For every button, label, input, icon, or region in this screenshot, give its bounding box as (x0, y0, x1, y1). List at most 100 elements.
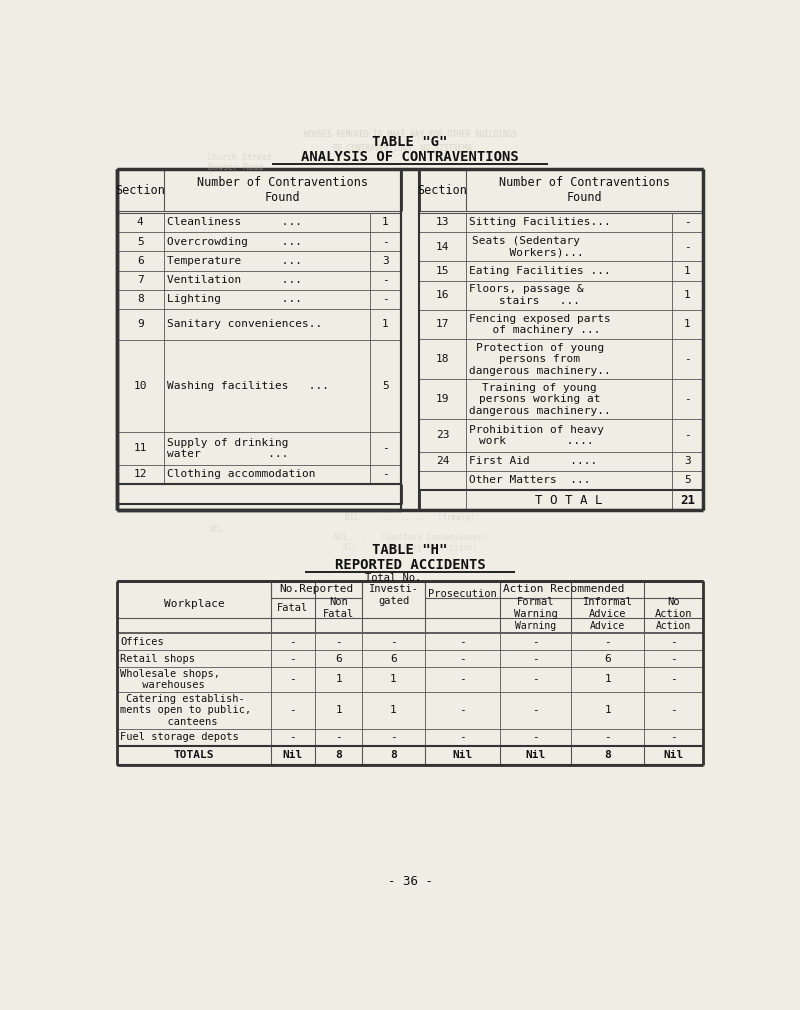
Text: 23: 23 (436, 430, 450, 440)
Text: 8: 8 (604, 750, 611, 761)
Text: Total No.
Investi-
gated: Total No. Investi- gated (366, 573, 422, 606)
Text: Action: Action (656, 620, 691, 630)
Text: -: - (459, 653, 466, 664)
Text: -: - (335, 636, 342, 646)
Text: TABLE "H": TABLE "H" (372, 543, 448, 558)
Text: TABLE "G": TABLE "G" (372, 135, 448, 149)
Text: Training of young
persons working at
dangerous machinery..: Training of young persons working at dan… (469, 383, 610, 416)
Text: 24: 24 (436, 457, 450, 467)
Text: Sanitary conveniences..: Sanitary conveniences.. (166, 319, 322, 329)
Text: -: - (390, 636, 397, 646)
Text: 13: 13 (436, 217, 450, 227)
Text: 1: 1 (382, 319, 389, 329)
Text: -: - (459, 732, 466, 742)
Text: Section: Section (115, 184, 166, 197)
Text: 12: 12 (134, 470, 147, 480)
Text: -: - (670, 675, 677, 685)
Text: -: - (459, 675, 466, 685)
Text: 6: 6 (335, 653, 342, 664)
Text: No.Reported: No.Reported (279, 585, 354, 594)
Text: 17: 17 (436, 319, 450, 329)
Text: 1: 1 (335, 705, 342, 715)
Text: Fatal: Fatal (277, 603, 309, 613)
Text: 1: 1 (604, 675, 611, 685)
Text: NIL: NIL (210, 525, 223, 534)
Text: 5: 5 (382, 381, 389, 391)
Text: -: - (670, 732, 677, 742)
Text: No
Action: No Action (655, 597, 693, 619)
Text: Eating Facilities ...: Eating Facilities ... (469, 266, 610, 276)
Text: -: - (604, 732, 611, 742)
Text: -: - (382, 470, 389, 480)
Text: 1: 1 (684, 266, 691, 276)
Text: -: - (290, 732, 296, 742)
Text: 6: 6 (137, 256, 144, 266)
Text: REPORTED ACCIDENTS: REPORTED ACCIDENTS (334, 559, 486, 573)
Text: 18: 18 (436, 355, 450, 365)
Text: Clothing accommodation: Clothing accommodation (166, 470, 315, 480)
Text: 1: 1 (335, 675, 342, 685)
Text: 1: 1 (684, 290, 691, 300)
Text: Washing facilities   ...: Washing facilities ... (166, 381, 329, 391)
Text: 8: 8 (390, 750, 397, 761)
Text: 1: 1 (684, 319, 691, 329)
Text: - 36 -: - 36 - (387, 876, 433, 889)
Text: Other Matters  ...: Other Matters ... (469, 476, 590, 486)
Text: Floors, passage &
    stairs   ...: Floors, passage & stairs ... (469, 285, 584, 306)
Text: Nil: Nil (452, 750, 472, 761)
Text: 15: 15 (436, 266, 450, 276)
Text: Seats (Sedentary
      Workers)...: Seats (Sedentary Workers)... (469, 236, 584, 258)
Text: 21: 21 (680, 494, 695, 507)
Text: -: - (684, 355, 691, 365)
Text: Protection of young
persons from
dangerous machinery..: Protection of young persons from dangero… (469, 342, 610, 376)
Text: -: - (604, 636, 611, 646)
Text: 8: 8 (335, 750, 342, 761)
Text: Section: Section (418, 184, 467, 197)
Text: -: - (684, 241, 691, 251)
Text: Number of Contraventions
Found: Number of Contraventions Found (499, 176, 670, 204)
Text: T O T A L: T O T A L (535, 494, 602, 507)
Text: 3: 3 (382, 256, 389, 266)
Text: 1: 1 (390, 675, 397, 685)
Text: 5: 5 (137, 236, 144, 246)
Text: -: - (670, 636, 677, 646)
Text: Offices: Offices (120, 636, 164, 646)
Text: BE CONTRAVENTIONS, NO SISTREMA: BE CONTRAVENTIONS, NO SISTREMA (333, 143, 472, 153)
Text: Temperature      ...: Temperature ... (166, 256, 302, 266)
Text: NIL    ... ... ...  (freely): NIL ... ... ... (freely) (346, 513, 474, 522)
Text: 11: 11 (134, 443, 147, 453)
Text: Overcrowding     ...: Overcrowding ... (166, 236, 302, 246)
Text: 6: 6 (390, 653, 397, 664)
Text: -: - (290, 653, 296, 664)
Text: -: - (532, 705, 538, 715)
Text: Fuel storage depots: Fuel storage depots (120, 732, 239, 742)
Text: Non
Fatal: Non Fatal (323, 597, 354, 619)
Text: Retail shops: Retail shops (120, 653, 195, 664)
Text: Informal
Advice: Informal Advice (582, 597, 633, 619)
Text: -: - (390, 732, 397, 742)
Text: -: - (684, 217, 691, 227)
Text: Ventilation      ...: Ventilation ... (166, 275, 302, 285)
Text: Number of Contraventions
Found: Number of Contraventions Found (197, 176, 368, 204)
Text: -: - (382, 443, 389, 453)
Text: -: - (382, 236, 389, 246)
Text: -: - (382, 295, 389, 304)
Text: HOUSES REMOVED TO MAKE WAY FOR OTHER BUILDINGS: HOUSES REMOVED TO MAKE WAY FOR OTHER BUI… (304, 130, 516, 138)
Text: 6: 6 (604, 653, 611, 664)
Text: Church Street: Church Street (207, 153, 272, 162)
Text: Wholesale shops,
 warehouses: Wholesale shops, warehouses (120, 669, 220, 690)
Text: -: - (335, 732, 342, 742)
Text: 19: 19 (436, 394, 450, 404)
Text: 3: 3 (684, 457, 691, 467)
Text: Sitting Facilities...: Sitting Facilities... (469, 217, 610, 227)
Text: Prohibition of heavy
work         ....: Prohibition of heavy work .... (469, 424, 604, 446)
Text: Action Recommended: Action Recommended (503, 585, 625, 594)
Text: 5: 5 (684, 476, 691, 486)
Text: Nil: Nil (663, 750, 684, 761)
Text: Bowser Road: Bowser Road (208, 163, 263, 172)
Text: Lighting         ...: Lighting ... (166, 295, 302, 304)
Text: -: - (382, 275, 389, 285)
Text: NIL  ... (Washing Facilities): NIL ... (Washing Facilities) (343, 542, 477, 551)
Text: Supply of drinking
water          ...: Supply of drinking water ... (166, 437, 288, 460)
Text: Nil: Nil (282, 750, 303, 761)
